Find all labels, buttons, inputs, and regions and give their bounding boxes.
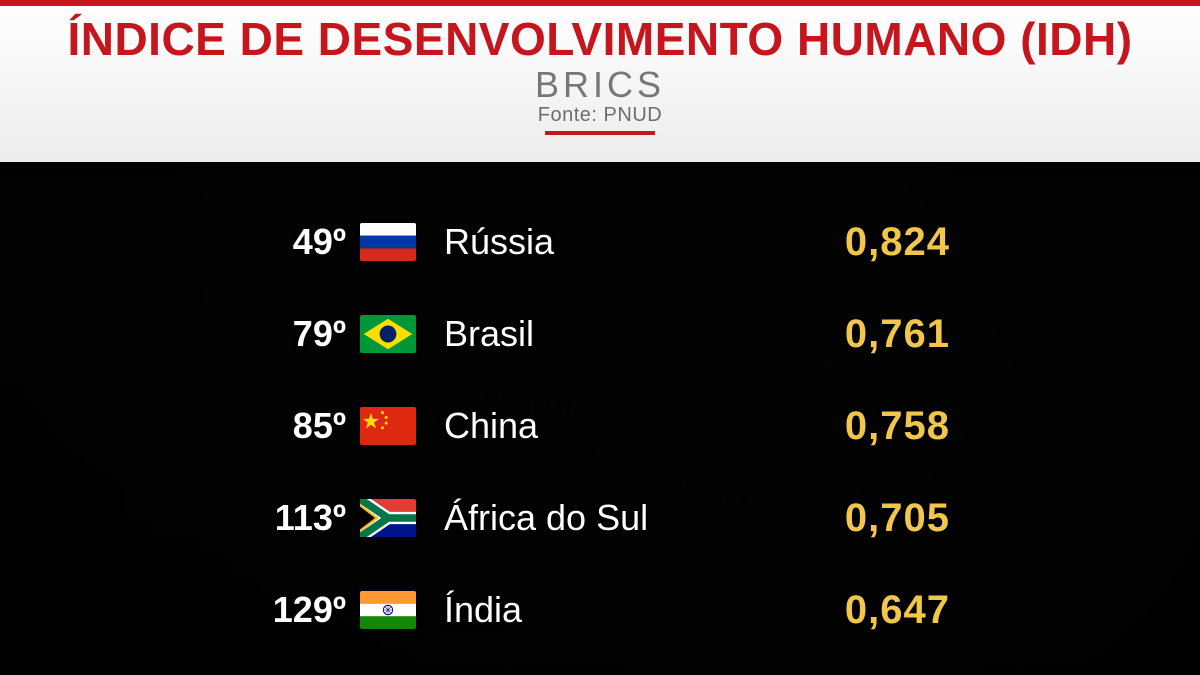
flag-china-icon	[360, 407, 416, 445]
table-row: 49º Rússia 0,824	[220, 196, 980, 288]
page-subtitle: BRICS	[0, 64, 1200, 106]
ranking-table: 49º Rússia 0,824 79º Brasil 0	[220, 196, 980, 656]
flag-brazil-icon	[360, 315, 416, 353]
flag-south-africa-icon	[360, 499, 416, 537]
flag-india-icon	[360, 591, 416, 629]
value-cell: 0,705	[750, 496, 950, 541]
rank-cell: 49º	[220, 221, 360, 263]
source-underline	[545, 131, 655, 135]
header: ÍNDICE DE DESENVOLVIMENTO HUMANO (IDH) B…	[0, 0, 1200, 162]
source-label: Fonte: PNUD	[0, 104, 1200, 127]
rank-cell: 113º	[220, 497, 360, 539]
value-cell: 0,647	[750, 588, 950, 633]
rank-cell: 79º	[220, 313, 360, 355]
page-title: ÍNDICE DE DESENVOLVIMENTO HUMANO (IDH)	[0, 6, 1200, 66]
table-row: 129º Índia 0,647	[220, 564, 980, 656]
infographic-stage: ÍNDICE DE DESENVOLVIMENTO HUMANO (IDH) B…	[0, 0, 1200, 675]
table-row: 79º Brasil 0,761	[220, 288, 980, 380]
country-cell: Índia	[430, 589, 750, 631]
country-cell: África do Sul	[430, 497, 750, 539]
table-row: 85º China 0,758	[220, 380, 980, 472]
value-cell: 0,761	[750, 312, 950, 357]
rank-cell: 129º	[220, 589, 360, 631]
value-cell: 0,758	[750, 404, 950, 449]
flag-russia-icon	[360, 223, 416, 261]
country-cell: China	[430, 405, 750, 447]
value-cell: 0,824	[750, 220, 950, 265]
table-row: 113º África do Sul	[220, 472, 980, 564]
rank-cell: 85º	[220, 405, 360, 447]
country-cell: Rússia	[430, 221, 750, 263]
country-cell: Brasil	[430, 313, 750, 355]
